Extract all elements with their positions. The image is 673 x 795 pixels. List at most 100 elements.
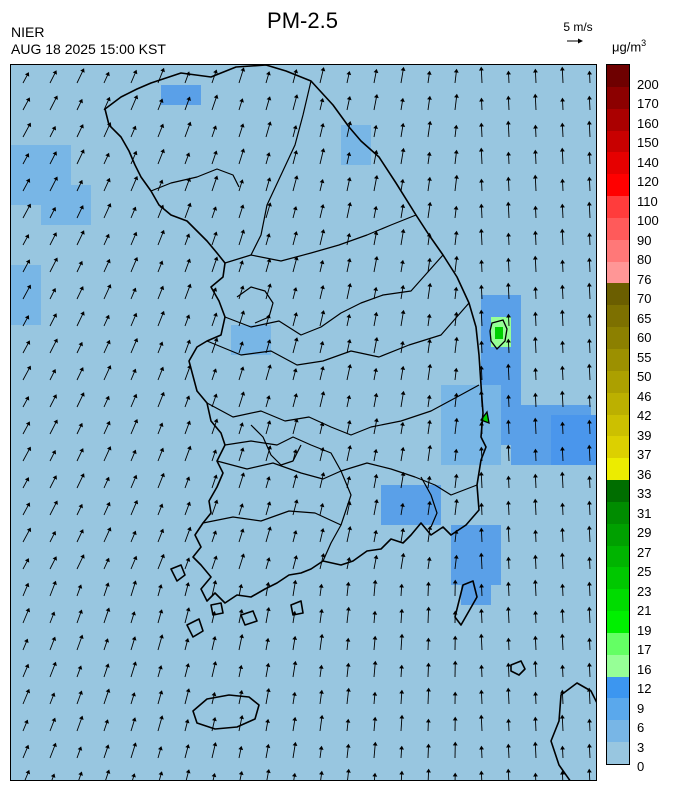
wind-vector-head [320,204,325,209]
wind-vector-head [185,395,191,400]
wind-vector-head [319,422,325,427]
wind-vector-head [185,769,191,774]
wind-vector-head [373,554,379,560]
wind-vector-head [426,313,432,318]
wind-vector [535,314,537,327]
wind-vector-head [265,768,271,774]
wind-vector-head [79,634,84,640]
wind-vector [346,529,351,543]
pm25-map[interactable] [10,64,597,781]
wind-vector [562,530,564,543]
wind-vector-head [24,744,30,750]
wind-reference-arrow-icon [567,38,583,44]
wind-vector [76,531,83,543]
wind-vector-head [560,122,565,127]
wind-vector-head [212,368,218,373]
wind-vector-head [106,365,112,370]
wind-vector [508,584,510,597]
legend-color-cell [607,720,629,743]
wind-vector [535,233,537,246]
wind-vector-head [506,500,511,505]
wind-vector-head [454,498,459,503]
wind-vector-head [373,498,379,504]
wind-vector [185,772,189,780]
legend-tick-label: 170 [637,96,659,112]
wind-vector [265,585,269,597]
wind-vector [373,502,377,516]
wind-vector [534,177,537,192]
wind-vector-head [52,313,57,318]
wind-vector [49,209,55,219]
wind-vector [481,530,483,543]
wind-vector [346,448,351,462]
wind-vector-head [400,446,406,451]
wind-vector-head [533,691,538,696]
wind-vector [427,261,430,273]
wind-vector [427,529,431,543]
wind-vector-head [160,472,165,478]
wind-vector [22,747,28,759]
wind-vector [265,529,271,543]
wind-vector-head [78,422,83,428]
wind-vector [292,371,296,381]
wind-vector [184,585,189,597]
wind-vector [400,151,404,165]
wind-vector [454,209,457,219]
wind-vector-head [187,202,192,208]
wind-vector-head [158,98,164,103]
legend-color-cell [607,654,629,678]
wind-vector-head [185,582,190,587]
wind-vector-head [24,477,30,482]
wind-vector [184,342,190,354]
wind-vector-head [160,148,165,154]
wind-vector [292,315,297,327]
wind-vector [265,155,269,165]
wind-vector-head [506,313,511,318]
wind-vector-head [560,284,565,289]
legend-tick-label: 150 [637,135,659,151]
wind-vector [427,423,430,435]
wind-vector-head [267,364,272,369]
wind-vector-head [453,68,459,73]
wind-vector [130,720,135,732]
wind-vector-head [319,608,324,613]
wind-vector [24,772,29,780]
wind-vector [211,340,217,354]
wind-vector [211,178,217,192]
wind-vector-head [587,313,592,318]
legend-color-cell [607,108,629,132]
legend-color-cell [607,545,629,568]
wind-vector-head [373,174,379,180]
wind-vector-head [53,419,58,424]
wind-vector-head [346,95,352,101]
wind-vector [238,556,244,570]
wind-vector-head [479,502,484,507]
wind-vector [103,205,110,219]
wind-vector [319,344,323,354]
wind-vector-head [186,96,191,101]
wind-vector [481,125,483,138]
wind-vector-head [560,583,565,588]
wind-vector-head [132,661,138,666]
wind-vector-head [453,392,459,397]
wind-vector [238,718,243,732]
wind-vector [507,528,510,543]
wind-vector [265,504,270,516]
wind-vector [292,209,296,219]
wind-vector-head [373,336,379,342]
wind-vector [184,99,190,111]
wind-vector [561,555,564,570]
wind-vector-head [479,203,484,208]
wind-vector-head [452,610,458,615]
wind-vector-head [347,283,353,288]
legend-tick-label: 3 [637,739,645,755]
wind-vector [157,101,162,111]
wind-vector-head [213,175,219,180]
wind-vector-head [373,311,379,317]
wind-vector [130,315,136,327]
wind-vector-head [186,258,191,263]
wind-vector-head [51,207,57,212]
legend-color-cell [607,217,629,241]
wind-vector-head [212,717,217,722]
wind-vector-head [505,444,511,449]
